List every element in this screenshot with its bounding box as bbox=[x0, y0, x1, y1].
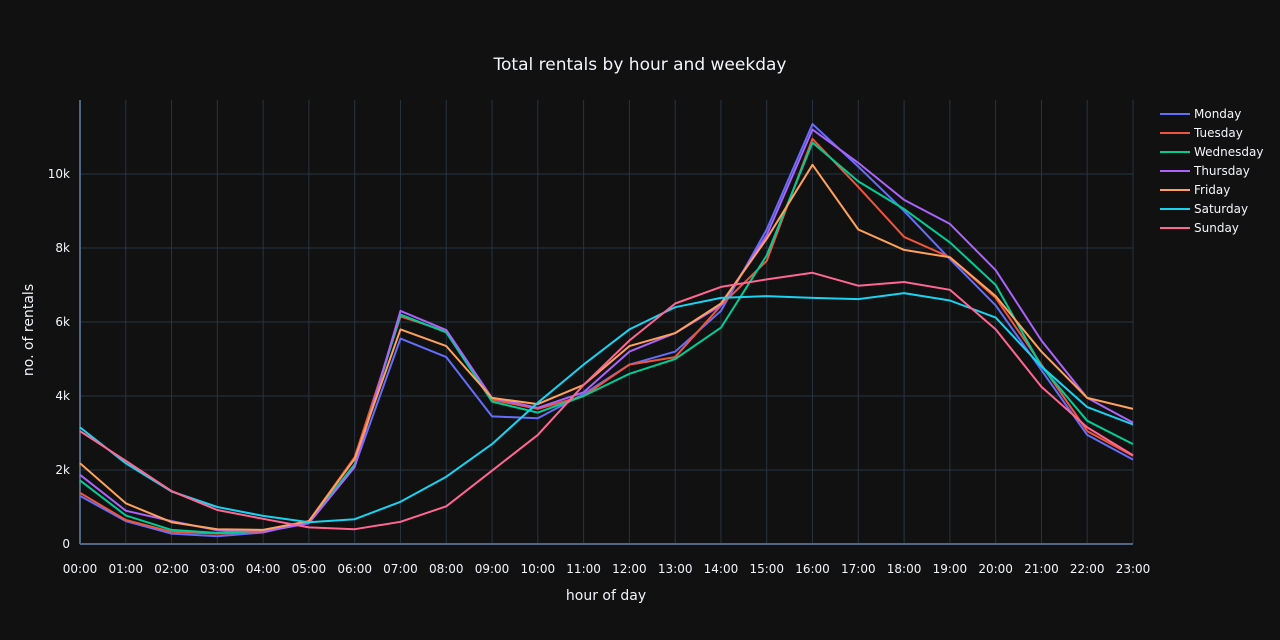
x-tick-label: 05:00 bbox=[292, 562, 327, 576]
legend-label: Wednesday bbox=[1194, 145, 1263, 159]
legend-label: Saturday bbox=[1194, 202, 1248, 216]
x-tick-label: 08:00 bbox=[429, 562, 464, 576]
legend-item-tuesday[interactable]: Tuesday bbox=[1160, 126, 1243, 140]
x-tick-label: 04:00 bbox=[246, 562, 281, 576]
y-tick-label: 6k bbox=[55, 315, 70, 329]
series-line-thursday bbox=[79, 128, 1134, 533]
series-line-friday bbox=[79, 163, 1134, 531]
x-tick-label: 21:00 bbox=[1024, 562, 1059, 576]
x-tick-label: 18:00 bbox=[887, 562, 922, 576]
x-tick-label: 00:00 bbox=[63, 562, 98, 576]
x-tick-label: 01:00 bbox=[108, 562, 143, 576]
y-tick-label: 2k bbox=[55, 463, 70, 477]
legend-label: Tuesday bbox=[1193, 126, 1243, 140]
legend-item-thursday[interactable]: Thursday bbox=[1160, 164, 1250, 178]
x-tick-label: 17:00 bbox=[841, 562, 876, 576]
legend-item-sunday[interactable]: Sunday bbox=[1160, 221, 1239, 235]
legend-item-monday[interactable]: Monday bbox=[1160, 107, 1241, 121]
legend-label: Friday bbox=[1194, 183, 1230, 197]
legend-label: Monday bbox=[1194, 107, 1241, 121]
y-axis-ticks: 0 2k 4k 6k 8k 10k bbox=[48, 167, 70, 551]
x-tick-label: 23:00 bbox=[1116, 562, 1151, 576]
legend-label: Thursday bbox=[1193, 164, 1250, 178]
series-line-tuesday bbox=[79, 137, 1134, 535]
grid bbox=[79, 100, 1134, 545]
legend-label: Sunday bbox=[1194, 221, 1239, 235]
x-tick-label: 12:00 bbox=[612, 562, 647, 576]
y-tick-label: 0 bbox=[62, 537, 70, 551]
y-axis-title: no. of rentals bbox=[21, 284, 37, 376]
series-line-saturday bbox=[79, 292, 1134, 524]
x-axis-ticks: 00:00 01:00 02:00 03:00 04:00 05:00 06:00 07:00… bbox=[63, 562, 1151, 576]
x-tick-label: 11:00 bbox=[566, 562, 601, 576]
x-tick-label: 16:00 bbox=[795, 562, 830, 576]
x-tick-label: 22:00 bbox=[1070, 562, 1105, 576]
x-tick-label: 02:00 bbox=[154, 562, 189, 576]
x-tick-label: 19:00 bbox=[933, 562, 968, 576]
legend-item-wednesday[interactable]: Wednesday bbox=[1160, 145, 1263, 159]
y-tick-label: 4k bbox=[55, 389, 70, 403]
x-tick-label: 03:00 bbox=[200, 562, 235, 576]
series-line-sunday bbox=[79, 271, 1134, 531]
y-tick-label: 10k bbox=[48, 167, 70, 181]
x-tick-label: 13:00 bbox=[658, 562, 693, 576]
legend-item-friday[interactable]: Friday bbox=[1160, 183, 1230, 197]
legend[interactable]: Monday Tuesday Wednesday Thursday Friday Satu… bbox=[1160, 107, 1263, 235]
x-tick-label: 09:00 bbox=[475, 562, 510, 576]
x-axis-title: hour of day bbox=[566, 588, 646, 604]
chart-title: Total rentals by hour and weekday bbox=[493, 55, 787, 75]
x-tick-label: 15:00 bbox=[749, 562, 784, 576]
x-tick-label: 10:00 bbox=[521, 562, 556, 576]
legend-item-saturday[interactable]: Saturday bbox=[1160, 202, 1248, 216]
x-tick-label: 20:00 bbox=[978, 562, 1013, 576]
series-lines bbox=[79, 123, 1134, 538]
y-tick-label: 8k bbox=[55, 241, 70, 255]
x-tick-label: 14:00 bbox=[704, 562, 739, 576]
x-tick-label: 07:00 bbox=[383, 562, 418, 576]
x-tick-label: 06:00 bbox=[337, 562, 372, 576]
series-line-wednesday bbox=[79, 141, 1134, 534]
series-line-monday bbox=[79, 123, 1134, 538]
